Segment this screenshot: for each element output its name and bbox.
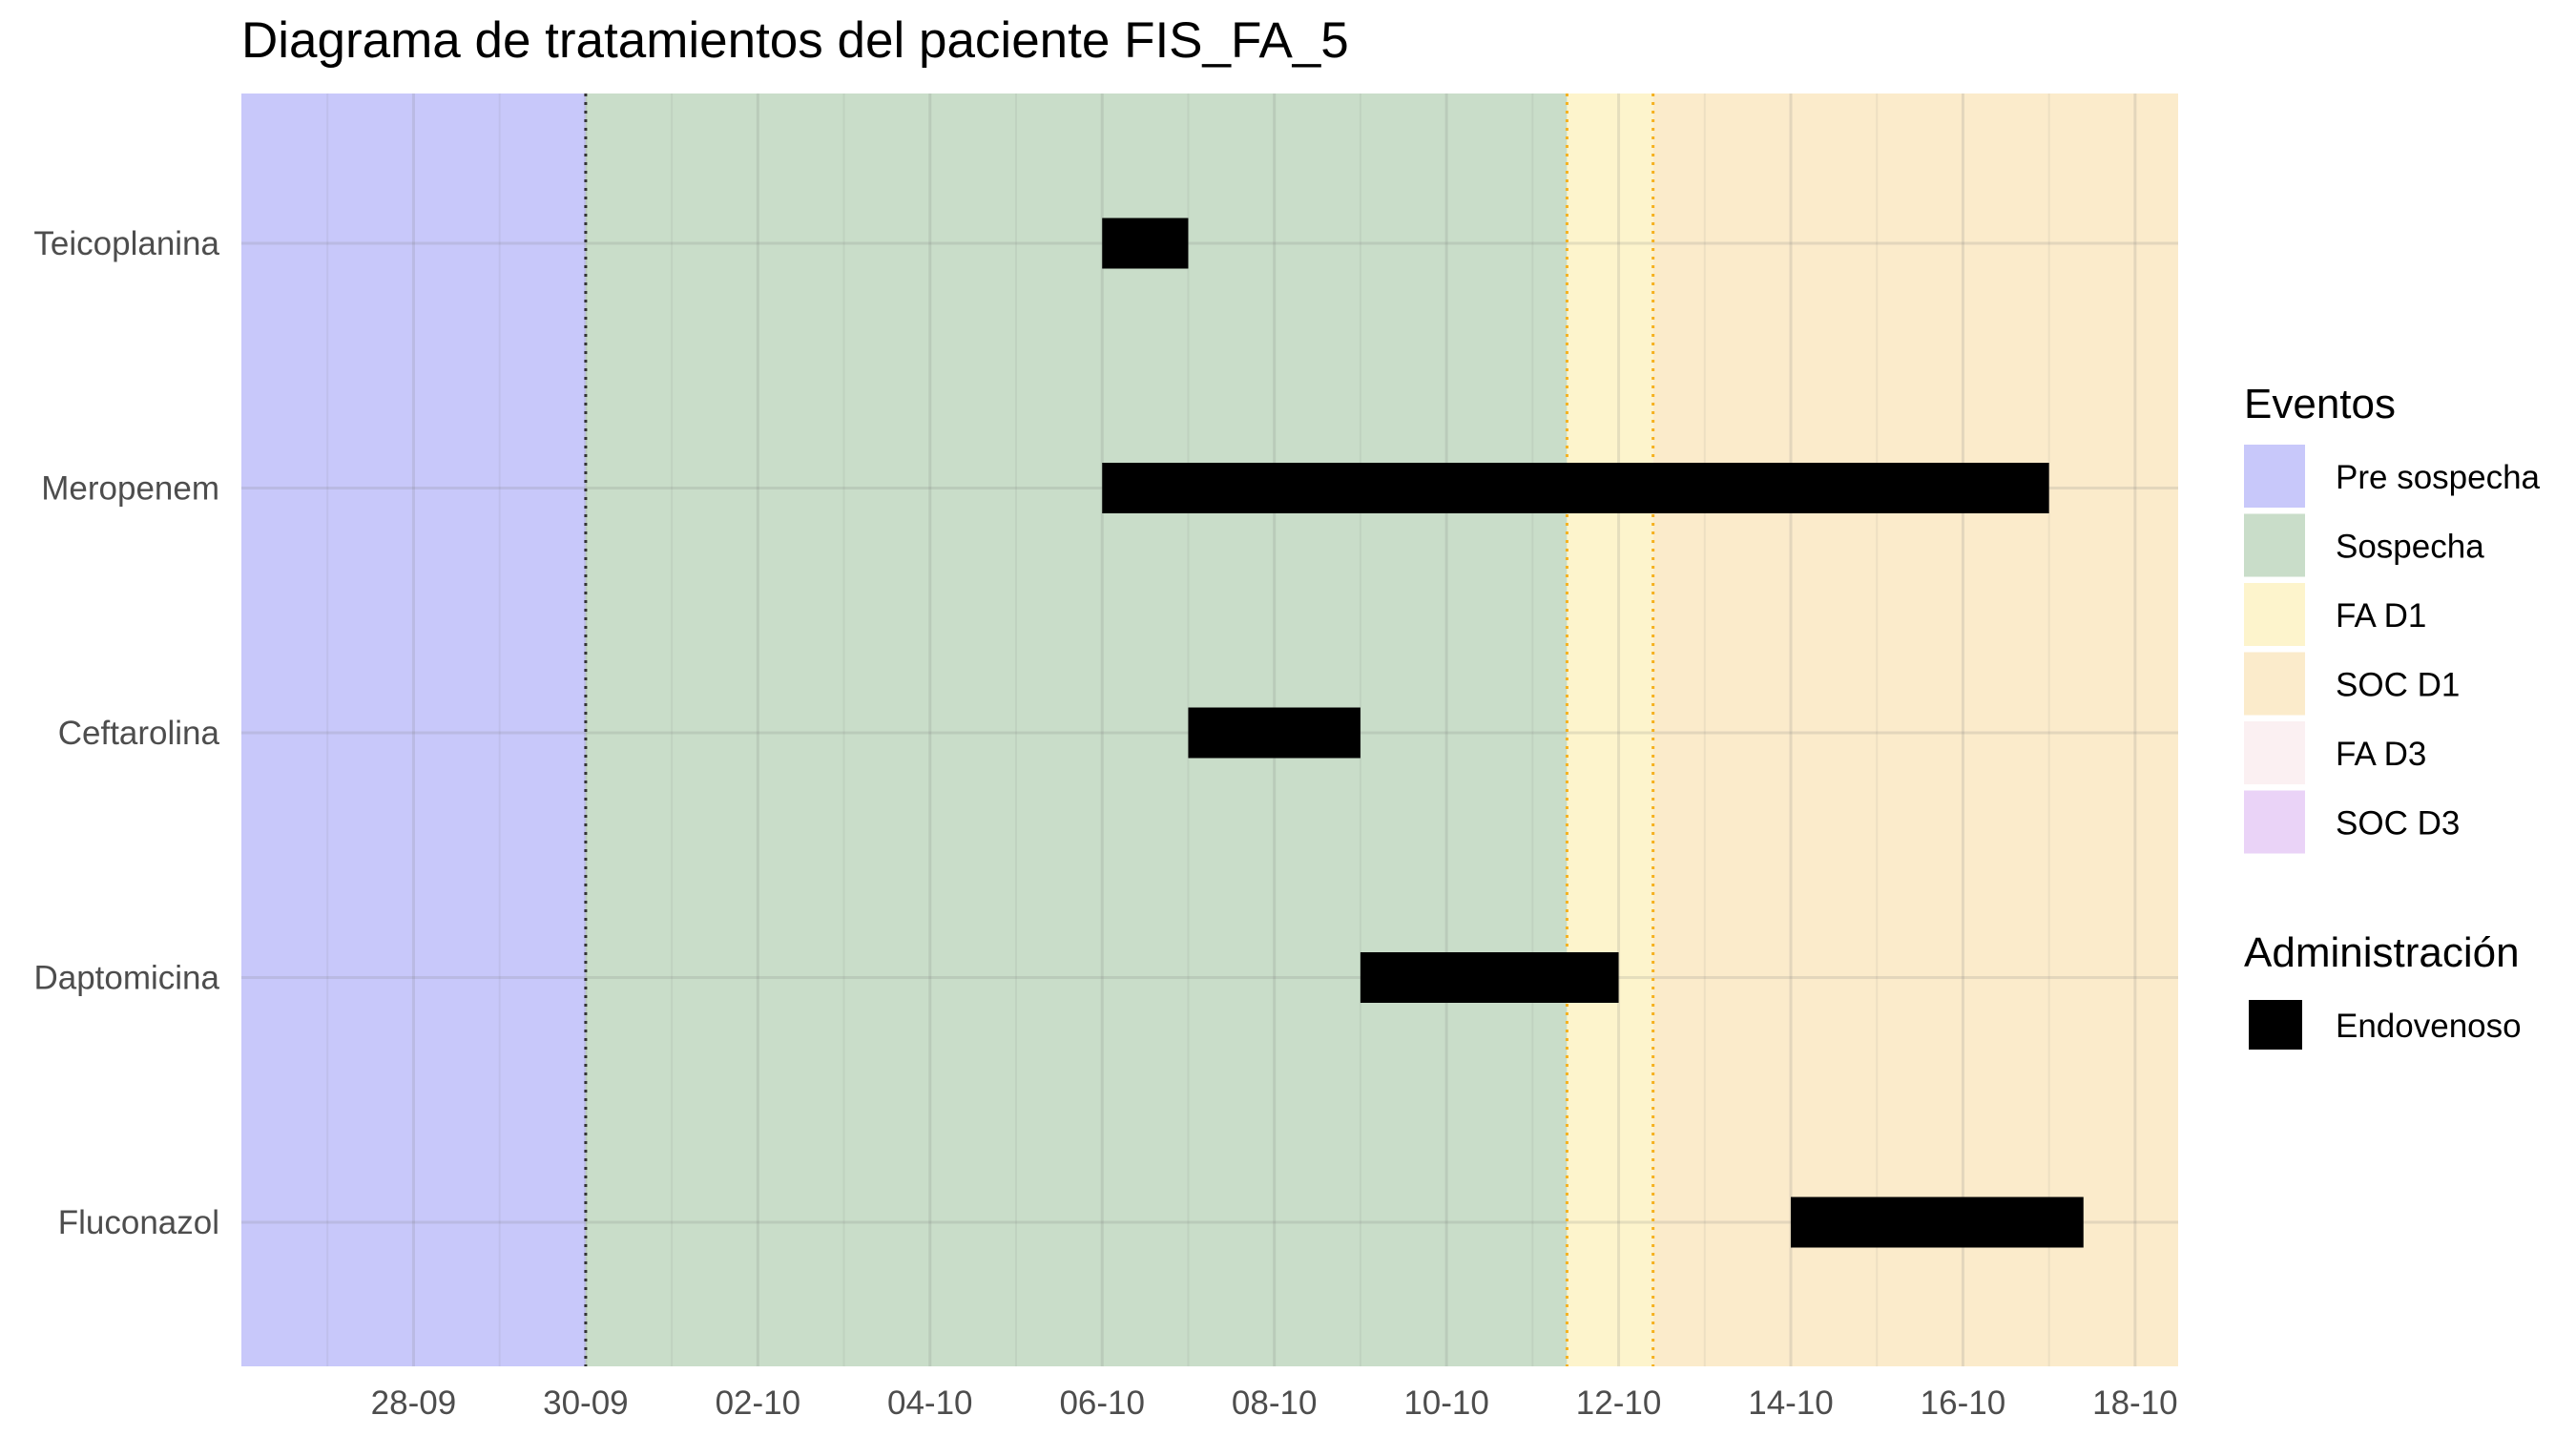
treatment-bar-fluconazol — [1791, 1197, 2084, 1248]
legend-key-0-0 — [2244, 445, 2305, 508]
x-tick-label: 04-10 — [887, 1384, 973, 1422]
x-tick-label: 02-10 — [716, 1384, 801, 1422]
y-axis-ticks: Teicoplanina Meropenem Ceftarolina Daptomic… — [33, 225, 219, 1241]
legend-key-0-4 — [2244, 721, 2305, 784]
y-tick-label: Daptomicina — [33, 960, 219, 997]
event-period-2 — [1567, 94, 1653, 1366]
treatment-bar-daptomicina — [1360, 952, 1619, 1003]
event-line-layer — [584, 94, 1655, 1366]
bar-layer — [1102, 218, 2084, 1248]
legend-label: FA D1 — [2336, 597, 2426, 635]
y-tick-label: Meropenem — [41, 470, 219, 508]
x-tick-label: 10-10 — [1403, 1384, 1489, 1422]
x-axis-ticks: 28-09 30-09 02-10 04-10 06-10 08-10 10-10 12-10… — [371, 1384, 2178, 1422]
legend-key-0-1 — [2244, 513, 2305, 577]
x-tick-label: 14-10 — [1748, 1384, 1834, 1422]
legend-key-0-2 — [2244, 583, 2305, 646]
event-period-layer — [241, 94, 2178, 1366]
chart-title: Diagrama de tratamientos del paciente FI… — [241, 12, 1349, 69]
treatment-bar-ceftarolina — [1188, 707, 1361, 759]
x-tick-label: 06-10 — [1059, 1384, 1145, 1422]
legend-key-0-3 — [2244, 652, 2305, 716]
x-tick-label: 28-09 — [371, 1384, 457, 1422]
legend-title-1: Administración — [2244, 929, 2520, 976]
x-tick-label: 18-10 — [2092, 1384, 2178, 1422]
event-period-3 — [1652, 94, 2178, 1366]
event-period-1 — [585, 94, 1568, 1366]
legend-label: Sospecha — [2336, 529, 2484, 566]
legend-label: FA D3 — [2336, 736, 2426, 773]
y-tick-label: Fluconazol — [58, 1204, 219, 1241]
x-tick-label: 08-10 — [1232, 1384, 1318, 1422]
legend-key-0-5 — [2244, 790, 2305, 854]
legend-key-1-0 — [2249, 1000, 2302, 1050]
x-tick-label: 16-10 — [1921, 1384, 2006, 1422]
legend-label: Endovenoso — [2336, 1008, 2522, 1045]
event-period-0 — [241, 94, 586, 1366]
legend-label: SOC D1 — [2336, 667, 2460, 704]
x-tick-label: 12-10 — [1576, 1384, 1662, 1422]
legend-label: SOC D3 — [2336, 805, 2460, 843]
legend: Eventos Pre sospecha Sospecha FA D1 SOC D1 FA… — [2244, 381, 2541, 1050]
x-tick-label: 30-09 — [543, 1384, 629, 1422]
treatment-bar-teicoplanina — [1102, 218, 1189, 269]
treatment-bar-meropenem — [1102, 463, 2049, 513]
y-tick-label: Ceftarolina — [58, 715, 220, 752]
legend-label: Pre sospecha — [2336, 459, 2541, 496]
legend-title-0: Eventos — [2244, 381, 2396, 427]
y-tick-label: Teicoplanina — [33, 225, 219, 262]
